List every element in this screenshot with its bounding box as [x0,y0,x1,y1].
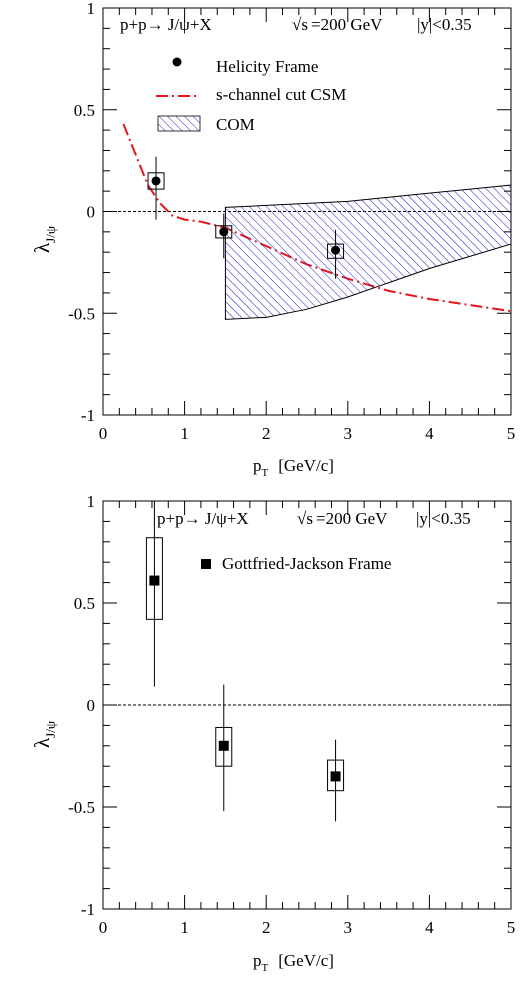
header-energy-sqrt: √s [297,509,313,528]
x-axis-label: pT [GeV/c] [253,456,334,479]
data-point-circle [331,245,341,255]
x-axis-label: pT [GeV/c] [253,951,334,974]
y-tick-label: -0.5 [68,304,95,323]
y-axis-subscript: J/ψ [43,226,58,243]
y-tick-label: 1 [87,492,96,511]
y-tick-label: 0 [87,696,96,715]
x-tick-label: 5 [507,424,516,443]
y-tick-label: -1 [81,900,95,919]
x-axis-p: p [253,456,262,475]
panel-helicity: 0 1 2 3 4 5 -1 -0.5 0 0.5 1 p+p→ J/ψ+X √s =200 GeV… [30,0,515,479]
sys-error-box [215,225,233,239]
x-tick-label: 5 [507,918,516,937]
x-axis-subscript: T [262,467,269,479]
x-tick-label: 2 [262,424,271,443]
x-tick-label: 4 [425,918,434,937]
header-reaction: p+p→ J/ψ+X [157,509,249,528]
header-energy: =200 GeV [311,15,383,34]
y-tick-label: -1 [81,406,95,425]
legend-label-gj: Gottfried-Jackson Frame [222,554,391,573]
x-tick-label: 3 [344,424,353,443]
legend-label-csm: s-channel cut CSM [216,85,346,104]
x-tick-label: 2 [262,918,271,937]
sys-error-box [145,537,163,620]
x-axis-unit: [GeV/c] [278,456,334,475]
y-tick-label: 0.5 [74,101,95,120]
legend-circle-marker [172,57,182,67]
y-axis-lambda: λ [30,737,54,748]
header-reaction: p+p→ J/ψ+X [120,15,212,34]
x-tick-label: 0 [99,424,108,443]
x-tick-label: 3 [344,918,353,937]
legend-label-helicity: Helicity Frame [216,57,318,76]
y-axis-label: λJ/ψ [30,226,58,253]
legend-square-marker [201,559,211,569]
series-layer [103,501,511,822]
axis-ticks: 0 1 2 3 4 5 -1 -0.5 0 0.5 1 [68,492,515,937]
legend-label-com: COM [216,115,255,134]
series-layer [103,123,512,320]
data-point-circle [151,176,161,186]
x-tick-label: 0 [99,918,108,937]
x-tick-label: 4 [425,424,434,443]
x-axis-subscript: T [262,962,269,974]
x-tick-label: 1 [180,424,189,443]
header-rapidity: |y|<0.35 [417,15,472,34]
data-point-square [149,575,160,586]
sys-error-box [147,172,165,190]
axis-ticks: 0 1 2 3 4 5 -1 -0.5 0 0.5 1 [68,0,515,443]
sys-error-box [215,726,233,767]
header-energy-sqrt: √s [292,15,308,34]
legend-com-swatch [157,115,201,132]
sys-error-box [327,243,345,259]
x-tick-label: 1 [180,918,189,937]
data-point-square [218,740,229,751]
y-axis-label: λJ/ψ [30,721,58,748]
sys-error-box [327,759,345,792]
y-axis-subscript: J/ψ [43,721,58,738]
y-tick-label: 1 [87,0,96,18]
header-energy: =200 GeV [316,509,388,528]
com-band [224,184,512,320]
x-axis-p: p [253,951,262,970]
x-axis-unit: [GeV/c] [278,951,334,970]
y-tick-label: 0.5 [74,594,95,613]
y-axis-lambda: λ [30,242,54,253]
y-tick-label: 0 [87,203,96,222]
header-rapidity: |y|<0.35 [416,509,471,528]
data-point-circle [219,227,229,237]
panel-gottfried-jackson: 0 1 2 3 4 5 -1 -0.5 0 0.5 1 p+p→ J/ψ+X √s =200 GeV… [30,492,515,974]
data-point-square [330,771,341,782]
y-tick-label: -0.5 [68,798,95,817]
